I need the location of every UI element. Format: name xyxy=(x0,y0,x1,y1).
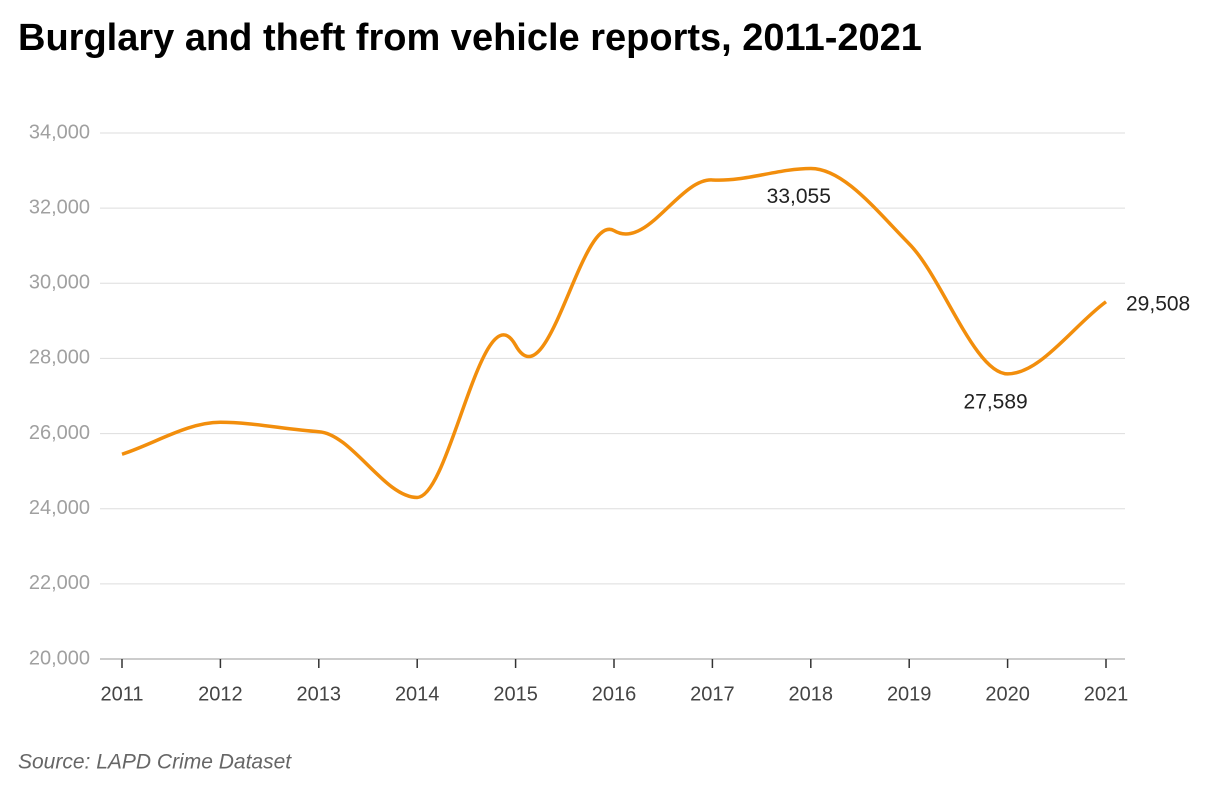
x-tick-label: 2011 xyxy=(100,683,143,705)
data-label: 27,589 xyxy=(963,390,1027,413)
x-tick-label: 2015 xyxy=(493,683,538,705)
data-label: 33,055 xyxy=(767,185,831,208)
y-tick-label: 34,000 xyxy=(29,121,90,143)
line xyxy=(121,166,1108,500)
x-tick-label: 2014 xyxy=(395,683,440,705)
x-tick-label: 2018 xyxy=(789,683,834,705)
x-tick-label: 2021 xyxy=(1084,683,1129,705)
source-note: Source: LAPD Crime Dataset xyxy=(18,751,292,774)
x-tick-label: 2016 xyxy=(592,683,637,705)
y-tick-label: 28,000 xyxy=(29,347,90,369)
x-tick-label: 2020 xyxy=(985,683,1030,705)
y-tick-label: 26,000 xyxy=(29,422,90,444)
y-tick-label: 24,000 xyxy=(29,497,90,519)
y-tick-label: 22,000 xyxy=(29,572,90,594)
x-tick-label: 2012 xyxy=(198,683,243,705)
chart-title: Burglary and theft from vehicle reports,… xyxy=(18,17,922,59)
x-tick-label: 2019 xyxy=(887,683,932,705)
y-tick-label: 32,000 xyxy=(29,196,90,218)
y-tick-label: 20,000 xyxy=(29,647,90,669)
x-tick-label: 2013 xyxy=(297,683,342,705)
x-tick-label: 2017 xyxy=(690,683,735,705)
data-label: 29,508 xyxy=(1126,292,1190,315)
y-tick-label: 30,000 xyxy=(29,272,90,294)
